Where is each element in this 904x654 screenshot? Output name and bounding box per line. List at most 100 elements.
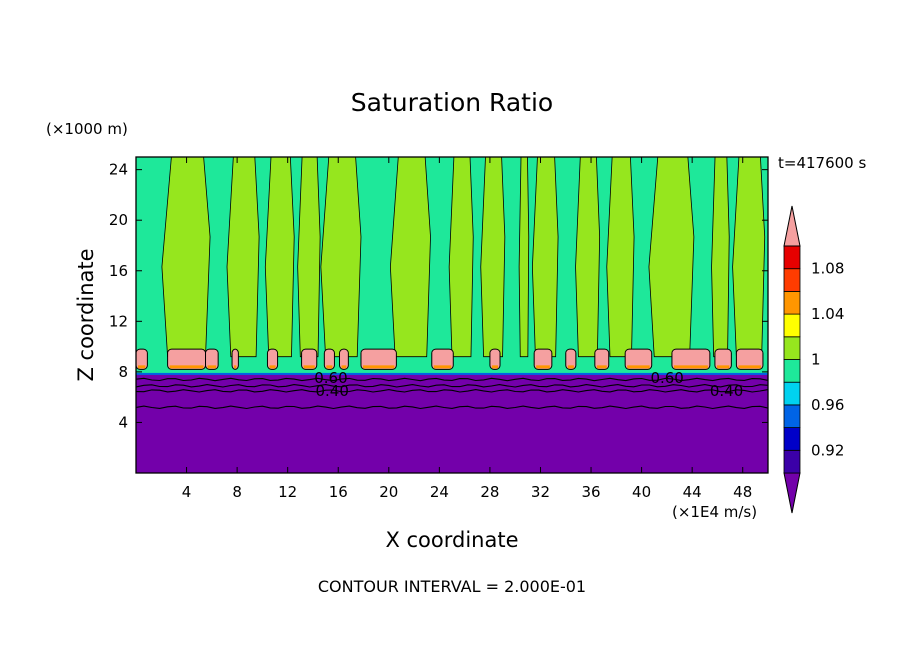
field-column-above-1 — [320, 157, 362, 358]
y-tick-label: 16 — [109, 262, 128, 280]
x-tick-label: 16 — [329, 483, 348, 501]
colorbar-swatch — [783, 268, 801, 292]
x-tick-label: 48 — [733, 483, 752, 501]
field-band-boundary-edge — [136, 372, 768, 375]
field-blob-max — [624, 348, 653, 370]
field-column-above-1 — [606, 157, 635, 358]
contour-line-label: 0.60 — [314, 369, 347, 387]
field-blob-max — [714, 348, 732, 370]
field-blob-max — [565, 348, 577, 370]
field-blob-max — [489, 348, 501, 370]
colorbar-label: 0.92 — [811, 441, 844, 459]
x-tick-label: 4 — [182, 483, 192, 501]
contour-interval-label: CONTOUR INTERVAL = 2.000E-01 — [317, 577, 587, 596]
contour-line — [136, 389, 768, 393]
field-blob-edge — [169, 365, 204, 369]
field-column-above-1 — [161, 157, 211, 358]
y-axis-ticks: 4 8 12 16 20 24 — [109, 161, 768, 431]
x-tick-label: 8 — [232, 483, 242, 501]
x-tick-label: 12 — [278, 483, 297, 501]
field-blob-edge — [567, 365, 574, 369]
colorbar-label: 1.04 — [811, 305, 844, 323]
colorbar-swatch — [783, 404, 801, 428]
plot-frame — [135, 156, 769, 474]
field-column-above-1 — [732, 157, 766, 358]
contour-line-label: 0.40 — [710, 382, 743, 400]
colorbar-over-arrow — [783, 205, 801, 247]
field-blob-max — [231, 348, 239, 370]
field-blob-max — [339, 348, 349, 370]
colorbar-swatch — [783, 336, 801, 360]
field-blob-max — [205, 348, 219, 370]
field-blob-edge — [269, 365, 276, 369]
contour-line-label: 0.40 — [315, 382, 348, 400]
y-tick-label: 12 — [109, 312, 128, 330]
x-tick-label: 36 — [581, 483, 600, 501]
contour-line-label: 0.60 — [650, 369, 683, 387]
field-column-above-1 — [264, 157, 295, 358]
x-axis-label: X coordinate — [385, 528, 519, 552]
field-column-above-1 — [297, 157, 321, 358]
y-tick-label: 4 — [118, 413, 128, 431]
x-tick-label: 20 — [379, 483, 398, 501]
contour-line — [136, 405, 768, 410]
field-blob-edge — [341, 365, 347, 369]
field-blob-edge — [326, 365, 333, 369]
field-column-above-1 — [575, 157, 601, 358]
y-tick-label: 20 — [109, 211, 128, 229]
field-blob-max — [136, 348, 148, 370]
colorbar-swatch — [783, 290, 801, 315]
colorbar-under-arrow — [783, 472, 801, 514]
x-axis-unit: (×1E4 m/s) — [672, 503, 758, 521]
field-blob-max — [594, 348, 610, 370]
field-blob-max — [431, 348, 454, 370]
field-blob-edge — [627, 365, 650, 369]
field-blob-edge — [536, 365, 550, 369]
field-blob-edge — [716, 365, 730, 369]
field-column-above-1 — [226, 157, 260, 358]
colorbar-swatch — [783, 381, 801, 406]
field-blob-edge — [207, 365, 217, 369]
colorbar-label: 1.08 — [811, 260, 844, 278]
field-column-above-1 — [448, 157, 474, 358]
contour-lines — [136, 377, 768, 410]
field-column-above-1 — [480, 157, 506, 358]
field-blob-edge — [596, 365, 607, 369]
y-axis-unit: (×1000 m) — [46, 120, 128, 138]
field-blob-edge — [234, 365, 237, 369]
field-column-above-1 — [531, 157, 559, 358]
contour-line — [136, 377, 768, 382]
field-blob-max — [533, 348, 553, 370]
field-blob-max — [266, 348, 279, 370]
colorbar-swatch — [783, 245, 801, 270]
y-tick-label: 24 — [109, 161, 128, 179]
field-blob-edge — [433, 365, 452, 369]
field-blob-edge — [303, 365, 315, 369]
field-blob-edge — [491, 365, 499, 369]
field-band-dry-lower — [136, 374, 768, 473]
field-blob-max — [323, 348, 335, 370]
contour-line-labels: 0.600.400.600.40 — [314, 369, 743, 400]
colorbar-swatch — [783, 449, 801, 474]
field-blob-edge — [362, 365, 395, 369]
colorbar: 0.92 0.96 1 1.04 1.08 — [783, 205, 844, 514]
field-blob-max — [301, 348, 318, 370]
field-blob-edge — [138, 365, 146, 369]
colorbar-swatch — [783, 359, 801, 383]
field-column-above-1 — [389, 157, 431, 358]
colorbar-swatch — [783, 313, 801, 338]
colorbar-swatch — [783, 427, 801, 451]
field-column-above-1 — [648, 157, 695, 358]
x-tick-label: 44 — [683, 483, 702, 501]
x-tick-label: 24 — [430, 483, 449, 501]
x-tick-label: 40 — [632, 483, 651, 501]
field-blob-edge — [673, 365, 708, 369]
field-blob-max — [735, 348, 764, 370]
x-tick-label: 32 — [531, 483, 550, 501]
x-axis-ticks: 4 8 12 16 20 24 28 32 36 40 44 48 — [182, 157, 752, 501]
x-tick-label: 28 — [480, 483, 499, 501]
colorbar-label: 0.96 — [811, 396, 844, 414]
field-column-above-1 — [711, 157, 730, 358]
field-column-above-1 — [518, 157, 530, 358]
